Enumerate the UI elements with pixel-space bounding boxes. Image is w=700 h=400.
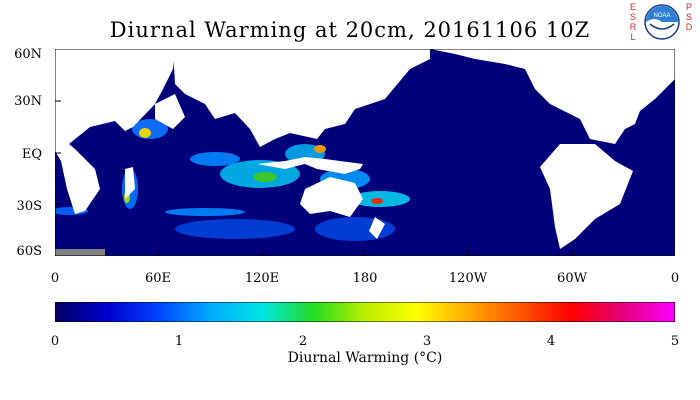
lon-label-120e: 120E [244,271,280,286]
colorbar-tick-4: 4 [546,334,556,349]
psd-logo-text: P S D [685,2,693,32]
lat-label-eq: EQ [21,147,42,162]
lat-label-60n: 60N [14,47,42,62]
lon-label-60w: 60W [557,271,587,286]
lat-label-30s: 30S [16,199,42,214]
esrl-logo-text: E S R L [629,2,637,42]
colorbar-tick-3: 3 [422,334,432,349]
map-title: Diurnal Warming at 20cm, 20161106 10Z [109,18,591,42]
land-masses [55,49,675,249]
colorbar-tick-0: 0 [50,334,60,349]
lon-label-120w: 120W [448,271,488,286]
africa-europe [55,49,175,214]
lon-label-0-right: 0 [670,271,680,286]
colorbar [55,302,675,322]
world-map [55,49,675,256]
colorbar-tick-5: 5 [670,334,680,349]
map-ticks [55,100,573,256]
new-zealand [369,217,385,239]
madagascar [125,167,135,199]
noaa-logo-text: NOAA [653,13,670,19]
colorbar-tick-1: 1 [174,334,184,349]
north-america [430,49,675,144]
australia [300,177,363,217]
lon-label-60e: 60E [144,271,172,286]
noaa-logo-icon: NOAA [644,4,680,40]
colorbar-title: Diurnal Warming (°C) [287,350,443,366]
lon-label-0-left: 0 [50,271,60,286]
colorbar-tick-2: 2 [298,334,308,349]
lat-label-60s: 60S [16,244,42,259]
lon-label-180: 180 [352,271,378,286]
arabia [155,94,185,129]
south-america [540,144,633,249]
lat-label-30n: 30N [14,94,42,109]
asia [173,49,430,147]
antarctica [55,249,105,256]
indonesia [257,157,363,174]
